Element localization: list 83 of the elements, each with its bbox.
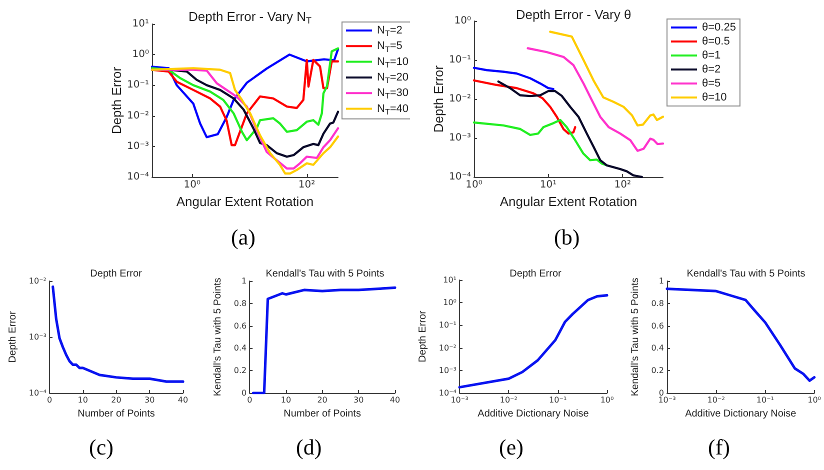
y-tick-label: 10⁰ <box>443 298 457 308</box>
x-tick-label: 10⁰ <box>600 396 614 404</box>
y-tick-label: 0.8 <box>651 298 664 308</box>
legend-label: θ=2 <box>702 64 721 76</box>
y-tick-label: 1 <box>242 276 247 286</box>
y-tick-label: 10⁻⁴ <box>438 388 457 398</box>
y-tick-label: 0 <box>242 388 247 398</box>
x-tick-label: 10 <box>280 396 292 404</box>
chart-title: Depth Error <box>510 268 562 280</box>
x-tick-label: 10⁻¹ <box>756 396 774 404</box>
line-series <box>252 286 396 394</box>
y-tick-label: 10⁻² <box>438 343 457 352</box>
x-tick-label: 10⁰ <box>184 180 200 190</box>
y-tick-label: 10⁻² <box>28 276 47 286</box>
y-tick-label: 0.4 <box>234 344 247 353</box>
text: (b) <box>554 224 580 250</box>
y-tick-label: 10⁻¹ <box>438 320 457 330</box>
legend-label: θ=5 <box>702 78 721 90</box>
x-tick-label: 0 <box>247 396 252 404</box>
x-tick-label: 20 <box>317 396 328 404</box>
y-axis-title: Depth Error <box>418 310 428 362</box>
x-tick-label: 10⁰ <box>808 396 821 404</box>
y-axis-title: Depth Error <box>8 310 18 363</box>
x-tick-label: 20 <box>111 396 122 404</box>
y-tick-label: 0.8 <box>234 298 247 308</box>
y-tick-label: 0 <box>658 388 664 398</box>
y-tick-label: 10⁻⁴ <box>126 172 149 182</box>
text: (c) <box>89 434 114 460</box>
y-tick-label: 10⁻¹ <box>126 80 149 91</box>
x-tick-label: 10⁻¹ <box>549 396 567 404</box>
y-axis-title: Kendall's Tau with 5 Points <box>212 278 224 396</box>
y-tick-label: 10⁻³ <box>448 132 471 144</box>
y-tick-label: 10¹ <box>132 18 149 30</box>
chart-title: Kendall's Tau with 5 Points <box>686 268 806 280</box>
y-tick-label: 10⁻³ <box>126 140 149 152</box>
y-tick-label: 10⁻² <box>448 94 471 104</box>
y-tick-label: 10⁻³ <box>438 366 457 375</box>
x-tick-label: 0 <box>46 396 52 404</box>
y-tick-label: 10¹ <box>443 276 457 284</box>
y-tick-label: 10⁻¹ <box>448 54 471 66</box>
y-tick-label: 1 <box>658 276 664 286</box>
y-tick-label: 0.4 <box>651 344 664 353</box>
x-axis-title: Angular Extent Rotation <box>500 194 638 209</box>
x-tick-label: 10 <box>78 396 88 404</box>
x-tick-label: 10¹ <box>540 180 557 190</box>
x-tick-label: 10⁻² <box>707 396 725 404</box>
chart-title: Depth Error <box>90 268 143 280</box>
chart-title: Kendall's Tau with 5 Points <box>266 268 384 280</box>
x-tick-label: 10² <box>614 180 631 190</box>
x-tick-label: 40 <box>178 396 188 404</box>
y-tick-label: 10⁻³ <box>28 332 47 342</box>
x-tick-label: 10⁻² <box>500 396 518 404</box>
y-tick-label: 10⁻⁴ <box>28 388 47 398</box>
y-tick-label: 0.6 <box>651 321 664 330</box>
y-axis-title: Kendall's Tau with 5 Points <box>630 278 641 396</box>
y-tick-label: 0.2 <box>234 366 247 376</box>
x-tick-label: 30 <box>354 396 364 404</box>
x-tick-label: 10⁰ <box>466 180 482 190</box>
x-tick-label: 10² <box>298 180 316 190</box>
y-tick-label: 10⁰ <box>132 49 149 60</box>
legend-label: θ=0.5 <box>702 36 730 48</box>
x-tick-label: 30 <box>144 396 155 404</box>
line-series <box>52 285 184 383</box>
legend-label: θ=10 <box>702 92 727 104</box>
text: (a) <box>231 224 256 250</box>
x-tick-label: 40 <box>390 396 400 404</box>
y-tick-label: 0.2 <box>651 366 664 376</box>
chart-title: Depth Error - Vary θ <box>516 7 632 22</box>
y-tick-label: 10⁰ <box>454 16 471 26</box>
text: (f) <box>708 434 730 460</box>
y-axis-title: Depth Error <box>431 64 446 133</box>
y-axis-title: Depth Error <box>109 66 124 134</box>
y-tick-label: 0.6 <box>234 321 247 330</box>
x-axis-title: Number of Points <box>78 408 155 420</box>
x-axis-title: Additive Dictionary Noise <box>478 408 590 420</box>
y-tick-label: 10⁻² <box>126 110 149 122</box>
x-axis-title: Number of Points <box>284 408 361 420</box>
legend-label: θ=0.25 <box>702 22 736 34</box>
legend-label: θ=1 <box>702 50 721 62</box>
x-axis-title: Angular Extent Rotation <box>176 194 314 209</box>
x-axis-title: Additive Dictionary Noise <box>685 408 797 420</box>
text: (d) <box>296 434 322 460</box>
text: (e) <box>499 434 524 460</box>
